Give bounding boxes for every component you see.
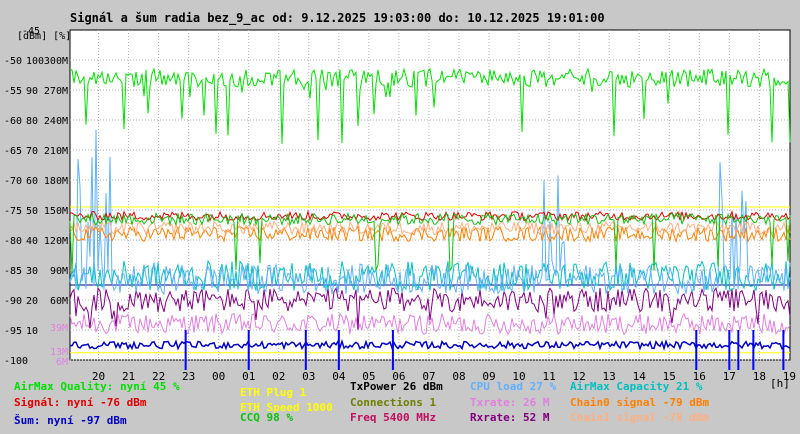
legend-airmax-capacity: AirMax Capacity 21 % [570, 380, 703, 393]
y-tick-pct: 60 [26, 176, 38, 187]
y-tick-dbm: -90 [4, 296, 22, 307]
x-tick-label: 01 [242, 370, 255, 383]
y-tick-pct: 20 [26, 296, 38, 307]
x-tick-label: 21 [122, 370, 135, 383]
x-tick-label: 20 [92, 370, 105, 383]
x-tick-label: 06 [392, 370, 405, 383]
y-tick-rate: 120M [44, 236, 68, 247]
x-tick-label: 19 [783, 370, 796, 383]
legend-eth-plug: ETH Plug 1 [240, 386, 307, 399]
series-noise [70, 338, 791, 351]
series-signal [69, 209, 791, 223]
x-tick-label: 23 [182, 370, 195, 383]
x-tick-label: 00 [212, 370, 225, 383]
y-tick-dbm: -85 [4, 266, 22, 277]
x-tick-label: 04 [332, 370, 346, 383]
y-tick-rate: 300M [44, 56, 68, 67]
y-tick-dbm: -50 [4, 56, 22, 67]
y-tick-rate: 60M [50, 296, 68, 307]
legend-rxrate: Rxrate: 52 M [470, 411, 550, 424]
x-axis: 20 21 22 23 00 01 02 03 04 05 06 07 08 09 10 11 12 13 14 15… [92, 370, 796, 383]
y-tick-dbm: -55 [4, 86, 22, 97]
x-tick-label: 15 [663, 370, 676, 383]
x-unit-label: [h] [770, 377, 790, 390]
y-tick-pct: 10 [26, 326, 38, 337]
y-tick-rate: 210M [44, 146, 68, 157]
series-group [69, 67, 791, 370]
y-tick-pct: 40 [26, 236, 38, 247]
y-tick-pct: 70 [26, 146, 38, 157]
legend-airmax-quality: AirMax Quality: nyní 45 % [14, 380, 180, 393]
legend-eth-speed: ETH Speed 1000 [240, 401, 333, 414]
series-txrate [69, 312, 791, 336]
x-tick-label: 11 [542, 370, 555, 383]
legend-noise: Šum: nyní -97 dBm [14, 414, 127, 427]
legend-txpower: TxPower 26 dBm [350, 380, 443, 393]
y-tick-dbm: -70 [4, 176, 22, 187]
x-tick-label: 09 [482, 370, 495, 383]
x-tick-label: 22 [152, 370, 165, 383]
y-tick-dbm: -95 [4, 326, 22, 337]
series-rxrate [69, 286, 791, 330]
y-tick-dbm: -60 [4, 116, 22, 127]
legend-chain1: Chain1 signal -78 dBm [570, 411, 710, 424]
x-tick-label: 03 [302, 370, 315, 383]
y-tick-pct: 90 [26, 86, 38, 97]
series-chain1 [69, 219, 791, 237]
y-tick-dbm: -100 [4, 356, 28, 367]
y-tick-rate: 39M [50, 323, 68, 334]
y-tick-rate: 150M [44, 206, 68, 217]
y-tick-rate: 90M [50, 266, 68, 277]
x-tick-label: 16 [693, 370, 706, 383]
series-airmax-capacity [69, 259, 791, 293]
series-airmax-quality [69, 67, 791, 144]
y-unit-label: [dBm] [%] [17, 31, 71, 42]
legend-freq: Freq 5400 MHz [350, 411, 437, 424]
y-tick-pct: 80 [26, 116, 38, 127]
x-tick-label: 02 [272, 370, 285, 383]
y-tick-pct: 50 [26, 206, 38, 217]
plot-area [69, 29, 791, 361]
x-tick-label: 13 [603, 370, 616, 383]
x-tick-label: 08 [452, 370, 465, 383]
legend-cpu-load: CPU load 27 % [470, 380, 557, 393]
series-ccq [69, 211, 791, 273]
x-tick-label: 05 [362, 370, 375, 383]
y-tick-dbm: -45 [22, 26, 40, 37]
y-tick-rate: 180M [44, 176, 68, 187]
y-tick-pct: 30 [26, 266, 38, 277]
x-tick-label: 18 [753, 370, 766, 383]
x-tick-label: 17 [723, 370, 736, 383]
x-tick-label: 10 [512, 370, 525, 383]
x-tick-label: 07 [422, 370, 435, 383]
y-tick-dbm: -75 [4, 206, 22, 217]
y-tick-rate: 240M [44, 116, 68, 127]
legend-txrate: Txrate: 26 M [470, 396, 550, 409]
legend-chain0: Chain0 signal -79 dBm [570, 396, 710, 409]
series-chain0 [69, 225, 791, 244]
chart-title: Signál a šum radia bez_9_ac od: 9.12.202… [70, 11, 605, 26]
y-tick-rate: 6M [56, 357, 68, 368]
x-tick-label: 12 [573, 370, 586, 383]
y-tick-dbm: -65 [4, 146, 22, 157]
series-cpu-load [69, 129, 791, 296]
legend-signal: Signál: nyní -76 dBm [14, 396, 147, 409]
y-tick-rate: 270M [44, 86, 68, 97]
legend-connections: Connections 1 [350, 396, 437, 409]
legend-ccq: CCQ 98 % [240, 411, 293, 424]
y-tick-dbm: -80 [4, 236, 22, 247]
x-tick-label: 14 [633, 370, 647, 383]
y-tick-pct: 100 [26, 56, 44, 67]
y-axis: -45 -50 100 -55 90 -60 80 -65 70 -70 60 -75 50 -80 40 -… [4, 26, 68, 368]
y-tick-rate: 13M [50, 347, 68, 358]
